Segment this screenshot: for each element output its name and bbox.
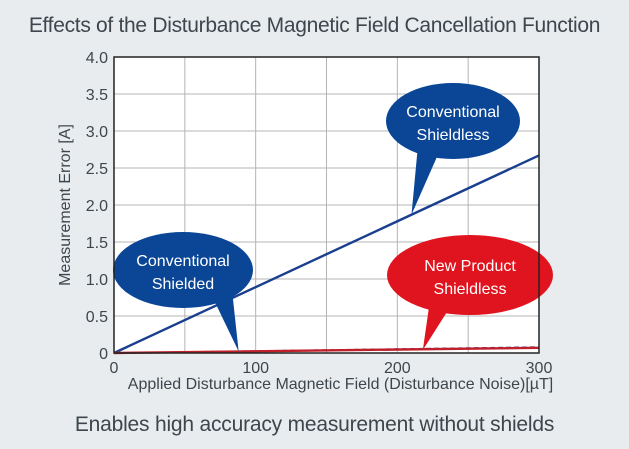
chart-title: Effects of the Disturbance Magnetic Fiel… bbox=[28, 14, 601, 37]
series-group bbox=[113, 154, 540, 355]
y-tick-label: 2.0 bbox=[86, 198, 108, 215]
y-tick-label: 4.0 bbox=[86, 50, 108, 67]
y-tick-label: 1.5 bbox=[86, 235, 108, 252]
y-ticks: 0 0.5 1.0 1.5 2.0 2.5 3.0 3.5 4.0 bbox=[86, 50, 108, 363]
callouts: Conventional Shieldless Conventional Shield… bbox=[113, 83, 553, 352]
callout-bubble bbox=[386, 83, 520, 159]
callout-text: Shielded bbox=[152, 276, 214, 293]
y-tick-label: 0 bbox=[99, 346, 108, 363]
callout-text: Conventional bbox=[406, 104, 499, 121]
y-tick-label: 1.0 bbox=[86, 272, 108, 289]
y-tick-label: 2.5 bbox=[86, 161, 108, 178]
callout-conventional-shielded: Conventional Shielded bbox=[113, 232, 253, 352]
callout-tail bbox=[212, 290, 239, 352]
y-tick-label: 3.5 bbox=[86, 87, 108, 104]
callout-text: Shieldless bbox=[417, 127, 490, 144]
x-tick-label: 100 bbox=[242, 360, 269, 377]
x-axis-label: Applied Disturbance Magnetic Field (Dist… bbox=[128, 376, 553, 393]
callout-conventional-shieldless: Conventional Shieldless bbox=[386, 83, 520, 215]
x-tick-label: 0 bbox=[110, 360, 119, 377]
callout-new-product-shieldless: New Product Shieldless bbox=[387, 235, 553, 351]
chart-subtitle: Enables high accuracy measurement withou… bbox=[74, 413, 555, 436]
x-ticks: 0 100 200 300 bbox=[110, 360, 553, 377]
y-tick-label: 3.0 bbox=[86, 124, 108, 141]
x-tick-label: 200 bbox=[384, 360, 411, 377]
callout-tail bbox=[411, 145, 440, 215]
callout-bubble bbox=[113, 232, 253, 308]
callout-text: Shieldless bbox=[434, 281, 507, 298]
series-line-conventional-shieldless bbox=[113, 154, 540, 355]
callout-text: New Product bbox=[424, 258, 516, 275]
series-line-new-product-shieldless bbox=[113, 346, 540, 355]
callout-bubble bbox=[387, 235, 553, 315]
y-axis-label: Measurement Error [A] bbox=[57, 124, 74, 286]
x-tick-label: 300 bbox=[526, 360, 553, 377]
plot-frame bbox=[113, 56, 540, 354]
y-tick-label: 0.5 bbox=[86, 309, 108, 326]
callout-text: Conventional bbox=[136, 253, 229, 270]
